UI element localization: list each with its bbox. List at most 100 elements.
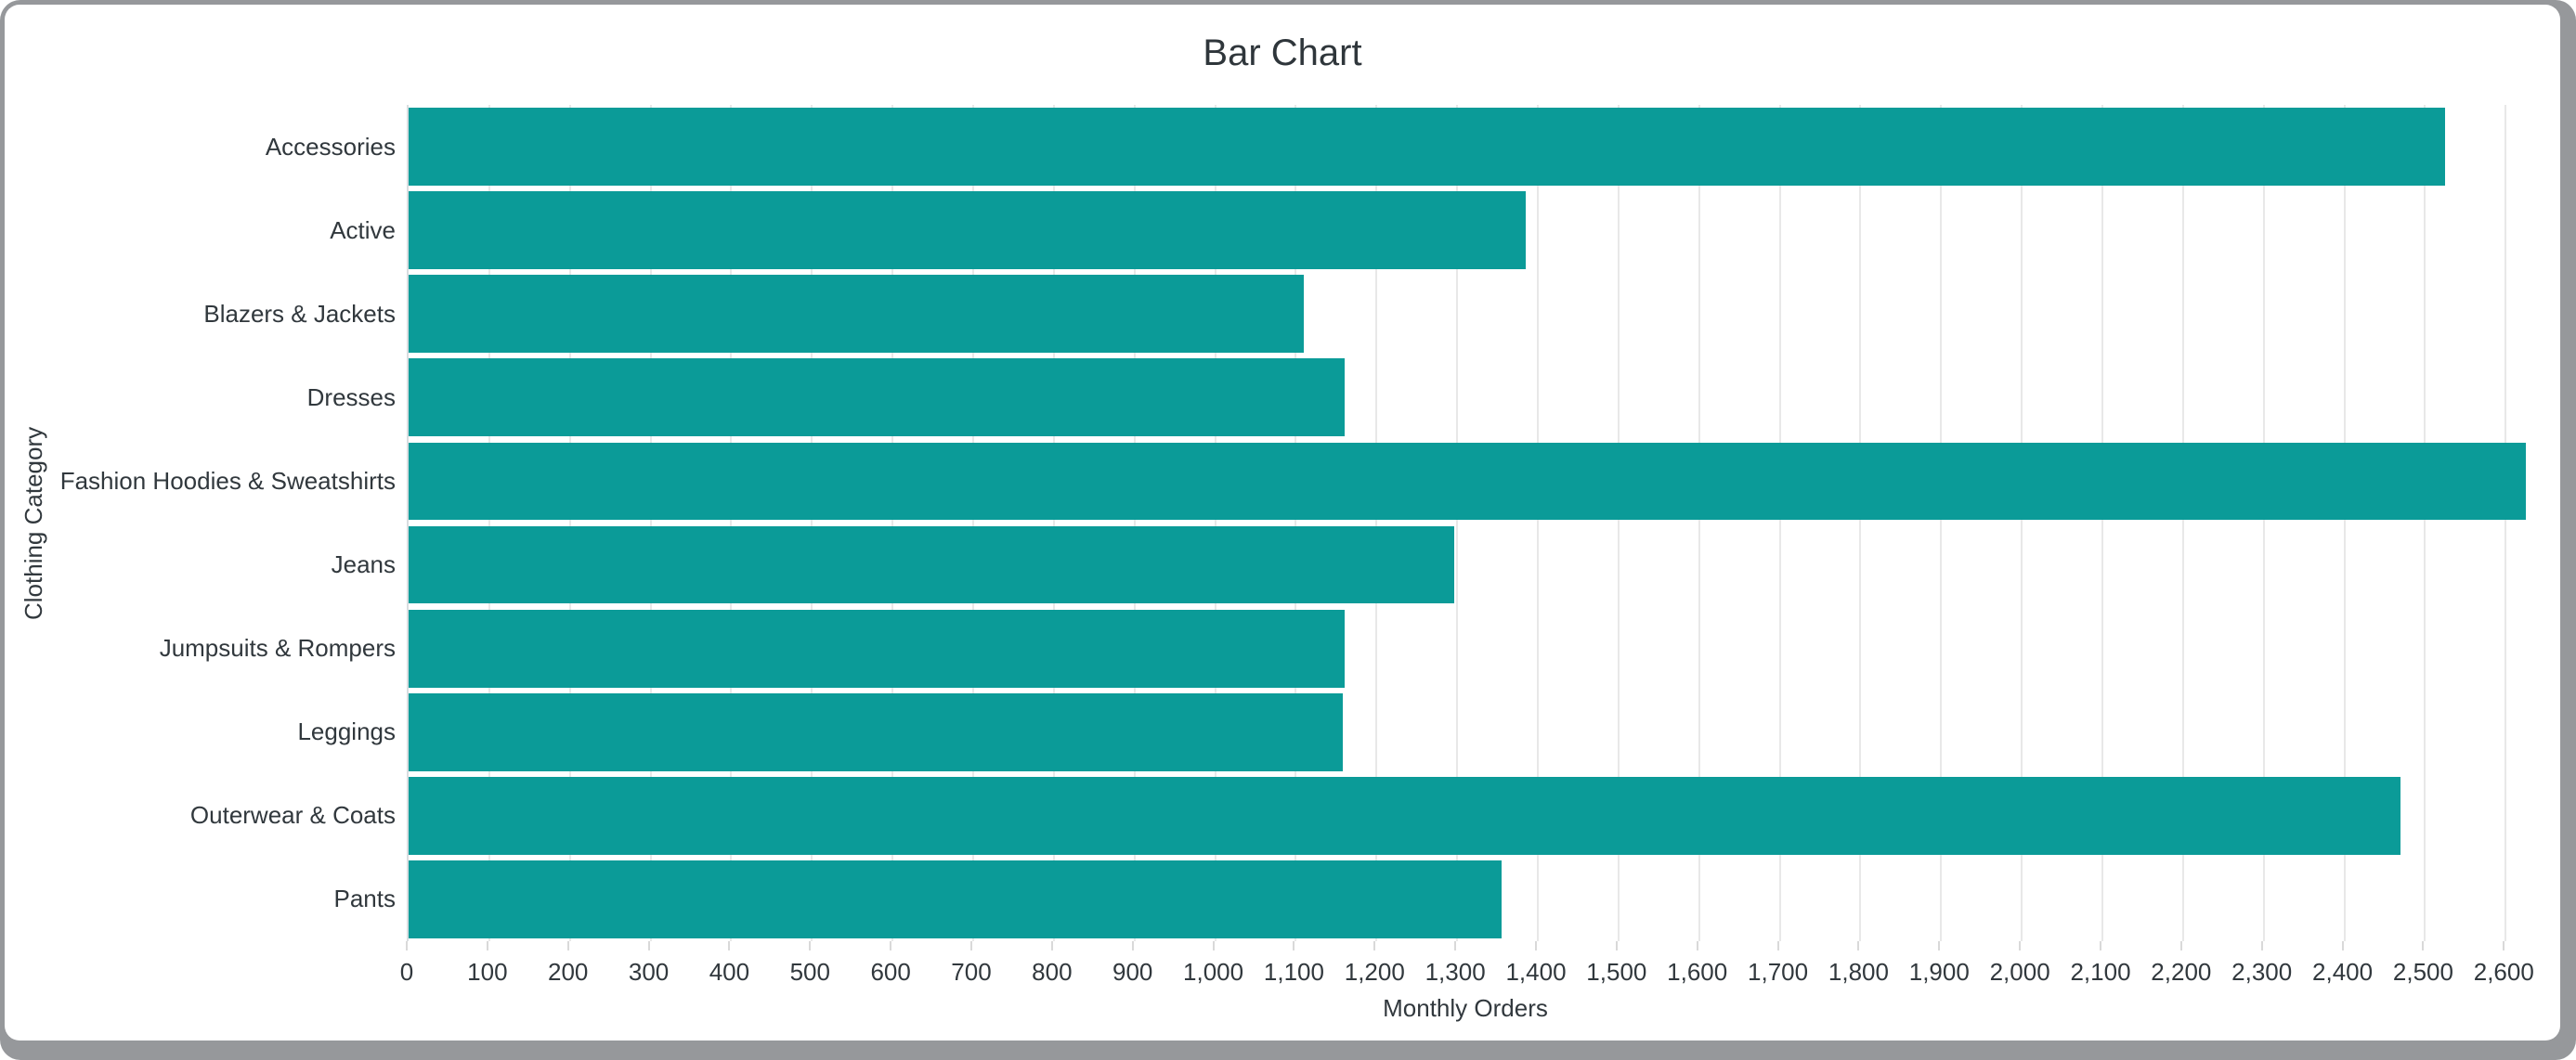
chart-card: Bar Chart Clothing Category Accessories A… bbox=[5, 5, 2560, 1041]
x-tick-label-500: 500 bbox=[789, 958, 830, 986]
gridline-2600 bbox=[2504, 105, 2507, 941]
category-label-leggings: Leggings bbox=[297, 717, 396, 746]
gridline-400 bbox=[730, 105, 733, 941]
bar-pants bbox=[409, 860, 1502, 938]
bar-accessories bbox=[409, 108, 2446, 186]
bar-row-dresses bbox=[409, 355, 2526, 439]
x-tick-label-0: 0 bbox=[399, 958, 414, 986]
bar-row-accessories bbox=[409, 105, 2526, 188]
x-tick-1200 bbox=[1373, 941, 1376, 950]
x-tick-1900 bbox=[1938, 941, 1941, 950]
gridline-1600 bbox=[1698, 105, 1700, 941]
x-tick-label-1700: 1,700 bbox=[1748, 958, 1809, 986]
bar-blazers-and-jackets bbox=[409, 275, 1305, 354]
category-label-pants: Pants bbox=[333, 885, 397, 913]
category-label-dresses: Dresses bbox=[306, 382, 396, 411]
x-tick-2300 bbox=[2260, 941, 2263, 950]
gridline-1100 bbox=[1295, 105, 1297, 941]
bar-row-outerwear-and-coats bbox=[409, 774, 2526, 858]
category-label-accessories: Accessories bbox=[265, 132, 396, 161]
x-tick-label-2000: 2,000 bbox=[1989, 958, 2050, 986]
gridline-1000 bbox=[1214, 105, 1216, 941]
bar-outerwear-and-coats bbox=[409, 776, 2401, 855]
bar-jeans bbox=[409, 525, 1454, 604]
x-tick-label-2500: 2,500 bbox=[2392, 958, 2453, 986]
x-tick-700 bbox=[970, 941, 972, 950]
x-tick-label-2600: 2,600 bbox=[2473, 958, 2534, 986]
gridline-300 bbox=[649, 105, 652, 941]
x-tick-label-1500: 1,500 bbox=[1586, 958, 1647, 986]
x-tick-label-1000: 1,000 bbox=[1183, 958, 1244, 986]
x-tick-label-1600: 1,600 bbox=[1667, 958, 1728, 986]
x-tick-100 bbox=[486, 941, 488, 950]
plot-area bbox=[407, 105, 2526, 941]
bar-active bbox=[409, 191, 1526, 270]
gridline-1400 bbox=[1537, 105, 1539, 941]
gridline-2000 bbox=[2021, 105, 2023, 941]
x-tick-label-200: 200 bbox=[548, 958, 589, 986]
x-tick-label-1200: 1,200 bbox=[1344, 958, 1405, 986]
x-tick-label-1800: 1,800 bbox=[1828, 958, 1889, 986]
bar-leggings bbox=[409, 692, 1343, 771]
x-tick-label-700: 700 bbox=[951, 958, 992, 986]
x-tick-1000 bbox=[1212, 941, 1215, 950]
gridline-2100 bbox=[2101, 105, 2103, 941]
gridline-1500 bbox=[1617, 105, 1620, 941]
y-axis-category-labels: Accessories Active Blazers & Jackets Dresse… bbox=[5, 105, 396, 941]
category-label-jumpsuits-and-rompers: Jumpsuits & Rompers bbox=[159, 634, 396, 663]
x-tick-label-400: 400 bbox=[709, 958, 750, 986]
x-tick-1600 bbox=[1696, 941, 1698, 950]
x-tick-label-100: 100 bbox=[467, 958, 508, 986]
x-tick-label-1100: 1,100 bbox=[1263, 958, 1324, 986]
gridline-100 bbox=[488, 105, 490, 941]
x-tick-label-2300: 2,300 bbox=[2231, 958, 2293, 986]
x-tick-600 bbox=[890, 941, 892, 950]
category-label-blazers-and-jackets: Blazers & Jackets bbox=[203, 299, 396, 328]
x-tick-1400 bbox=[1535, 941, 1537, 950]
gridline-1900 bbox=[1940, 105, 1943, 941]
bar-row-jeans bbox=[409, 523, 2526, 606]
x-tick-label-2200: 2,200 bbox=[2151, 958, 2212, 986]
x-tick-2600 bbox=[2503, 941, 2505, 950]
x-tick-label-1900: 1,900 bbox=[1908, 958, 1970, 986]
gridline-600 bbox=[891, 105, 894, 941]
gridline-2500 bbox=[2424, 105, 2426, 941]
x-tick-label-1400: 1,400 bbox=[1505, 958, 1567, 986]
gridline-900 bbox=[1133, 105, 1136, 941]
gridline-500 bbox=[811, 105, 813, 941]
bar-rows bbox=[409, 105, 2526, 941]
x-tick-2400 bbox=[2341, 941, 2344, 950]
gridline-1200 bbox=[1375, 105, 1378, 941]
gridline-1700 bbox=[1778, 105, 1781, 941]
gridline-1800 bbox=[1859, 105, 1862, 941]
chart-title: Bar Chart bbox=[1203, 32, 1362, 73]
x-tick-label-600: 600 bbox=[870, 958, 911, 986]
x-tick-label-2400: 2,400 bbox=[2312, 958, 2374, 986]
x-tick-label-800: 800 bbox=[1032, 958, 1073, 986]
x-axis-title: Monthly Orders bbox=[1383, 994, 1548, 1022]
gridline-2400 bbox=[2343, 105, 2346, 941]
x-tick-label-300: 300 bbox=[628, 958, 670, 986]
x-tick-label-1300: 1,300 bbox=[1425, 958, 1486, 986]
x-tick-1700 bbox=[1776, 941, 1779, 950]
bar-row-pants bbox=[409, 858, 2526, 941]
bar-row-active bbox=[409, 188, 2526, 272]
x-tick-800 bbox=[1050, 941, 1053, 950]
gridline-200 bbox=[568, 105, 571, 941]
x-tick-1100 bbox=[1293, 941, 1295, 950]
x-axis-ticks: 0 100 200 300 400 500 600 700 800 900 1,000 1,100 1,… bbox=[400, 941, 2534, 997]
bar-row-leggings bbox=[409, 691, 2526, 774]
category-label-active: Active bbox=[330, 215, 396, 244]
x-tick-2500 bbox=[2422, 941, 2425, 950]
category-label-fashion-hoodies-and-sweatshirts: Fashion Hoodies & Sweatshirts bbox=[59, 466, 396, 495]
gridline-700 bbox=[972, 105, 974, 941]
bar-row-blazers-and-jackets bbox=[409, 272, 2526, 355]
category-label-jeans: Jeans bbox=[331, 550, 396, 579]
x-tick-1800 bbox=[1857, 941, 1860, 950]
x-tick-2200 bbox=[2179, 941, 2182, 950]
x-tick-500 bbox=[809, 941, 812, 950]
bar-jumpsuits-and-rompers bbox=[409, 609, 1345, 688]
x-tick-1300 bbox=[1454, 941, 1457, 950]
bar-row-jumpsuits-and-rompers bbox=[409, 607, 2526, 691]
category-label-outerwear-and-coats: Outerwear & Coats bbox=[189, 801, 396, 830]
